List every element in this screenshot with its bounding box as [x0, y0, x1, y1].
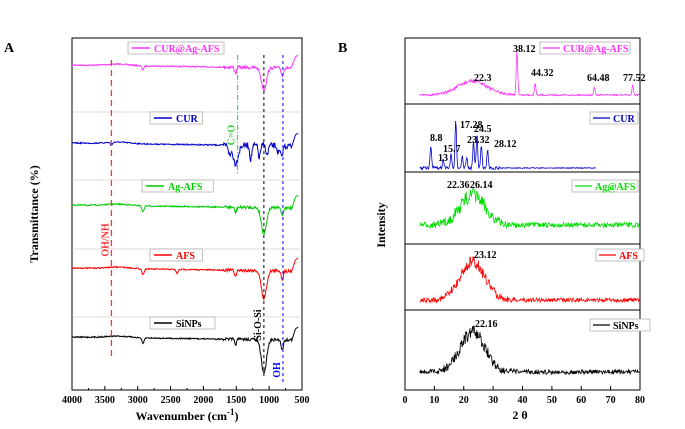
xrd-legend-entry: AFS	[595, 248, 645, 262]
ftir-legend-entry: CUR	[149, 111, 203, 125]
ftir-annotation-label: C=O	[227, 124, 238, 145]
ftir-legend-box	[141, 179, 214, 193]
ftir-legend-entry: AFS	[149, 248, 203, 262]
xrd-legend-box	[539, 41, 631, 55]
xrd-series-line	[419, 187, 640, 230]
xrd-peak-label: 44.32	[531, 68, 554, 79]
xrd-peak-label: 15.7	[443, 144, 461, 155]
xrd-x-tick-label: 30	[488, 395, 498, 406]
ftir-legend-entry: Ag-AFS	[141, 179, 214, 193]
xrd-chart: 0 10 20 30 40 50 60 70 80 22.3 38.12 44.32 64.48 77.…	[374, 37, 651, 422]
xrd-x-tick-label: 70	[606, 395, 616, 406]
ftir-annotation-label: Si-O-Si	[253, 309, 264, 340]
ftir-series-line	[71, 194, 299, 235]
ftir-annotation-label: OH	[272, 362, 283, 378]
panel-a-label: A	[4, 41, 15, 56]
ftir-legend-entry: CUR@Ag-AFS	[127, 41, 225, 55]
ftir-legend-box	[149, 248, 203, 262]
ftir-y-axis-label: Transmittance (%)	[27, 165, 41, 262]
ftir-x-tick-label: 2000	[193, 395, 213, 406]
xrd-peak-label: 26.14	[470, 180, 493, 191]
ftir-legend-box	[149, 111, 203, 125]
xrd-legend-label: CUR	[613, 114, 635, 125]
xrd-legend-label: SiNPs	[613, 321, 639, 332]
xrd-peak-label: 28.12	[494, 139, 517, 150]
xrd-legend-label: AFS	[619, 251, 638, 262]
xrd-legend-entry: Ag@AFS	[571, 179, 639, 193]
xrd-legend-entry: SiNPs	[589, 318, 651, 332]
xrd-peak-label: 22.16	[475, 319, 498, 330]
ftir-series-line	[71, 54, 299, 92]
ftir-series-line	[71, 257, 299, 301]
xrd-peak-label: 22.36	[447, 180, 470, 191]
xrd-series-line	[419, 120, 597, 171]
ftir-x-tick-label: 1000	[259, 395, 279, 406]
xrd-x-tick-label: 0	[403, 395, 408, 406]
xrd-x-axis-label: 2 θ	[512, 408, 527, 422]
ftir-legend-label: Ag-AFS	[168, 182, 203, 193]
xrd-x-tick-label: 60	[576, 395, 586, 406]
xrd-peak-label: 23.32	[467, 135, 490, 146]
xrd-peak-label: 22.3	[474, 73, 492, 84]
xrd-series-line	[419, 50, 640, 97]
xrd-legend-entry: CUR@Ag-AFS	[539, 41, 631, 55]
xrd-series-line	[419, 325, 640, 376]
ftir-x-tick-label: 2500	[161, 395, 181, 406]
ftir-legend-label: CUR	[176, 114, 198, 125]
ftir-legend-box	[149, 316, 216, 330]
ftir-x-tick-label: 3000	[128, 395, 148, 406]
xrd-x-tick-label: 10	[429, 395, 439, 406]
ftir-x-tick-label: 1500	[226, 395, 246, 406]
xrd-x-tick-label: 40	[518, 395, 528, 406]
xrd-legend-box	[589, 111, 639, 125]
xrd-legend-box	[589, 318, 651, 332]
xrd-y-axis-label: Intensity	[374, 202, 388, 247]
xrd-legend-label: CUR@Ag-AFS	[563, 44, 629, 55]
ftir-x-tick-label: 4000	[62, 395, 82, 406]
ftir-x-tick-label: 3500	[95, 395, 115, 406]
ftir-chart: 4000 3500 3000 2500 2000 1500 1000 500 OH/NH C=O…	[27, 37, 310, 423]
xrd-peak-label: 64.48	[587, 73, 610, 84]
xrd-peak-label: 23.12	[474, 250, 497, 261]
ftir-series-line	[71, 326, 299, 374]
ftir-legend-entry: SiNPs	[149, 316, 216, 330]
ftir-legend-box	[127, 41, 225, 55]
xrd-x-tick-label: 50	[547, 395, 557, 406]
xrd-legend-entry: CUR	[589, 111, 639, 125]
xrd-x-tick-label: 20	[459, 395, 469, 406]
xrd-peak-label: 8.8	[430, 133, 443, 144]
xrd-x-tick-label: 80	[635, 395, 645, 406]
xrd-peak-label: 17.28	[460, 120, 483, 131]
ftir-legend-label: AFS	[176, 251, 195, 262]
ftir-annotation-label: OH/NH	[100, 223, 111, 257]
xrd-legend-box	[571, 179, 639, 193]
panel-b-label: B	[338, 41, 347, 56]
xrd-peak-label: 38.12	[513, 44, 536, 55]
ftir-legend-label: CUR@Ag-AFS	[154, 44, 220, 55]
ftir-legend-label: SiNPs	[176, 319, 202, 330]
ftir-series-line	[71, 132, 299, 168]
xrd-series-line	[419, 256, 640, 304]
ftir-x-axis-label: Wavenumber (cm-1)	[136, 407, 239, 423]
ftir-x-tick-label: 500	[295, 395, 310, 406]
xrd-peak-label: 24.5	[474, 124, 492, 135]
xrd-peak-label: 13	[438, 153, 448, 164]
xrd-legend-box	[595, 248, 645, 262]
xrd-legend-label: Ag@AFS	[595, 182, 636, 193]
xrd-peak-label: 77.52	[623, 73, 646, 84]
